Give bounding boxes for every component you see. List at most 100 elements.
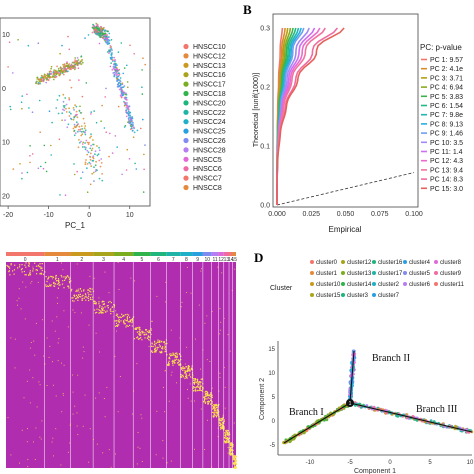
panel-a-point	[39, 131, 41, 133]
panel-a-point	[101, 173, 103, 175]
panel-c-cell-high	[46, 337, 48, 339]
panel-a-point	[78, 125, 81, 128]
panel-a-point	[76, 57, 79, 59]
panel-c-cell-high	[77, 434, 79, 435]
panel-c-cluster-label: 3	[102, 257, 105, 263]
panel-c-cell-high	[45, 285, 47, 288]
panel-c-cell-high	[215, 410, 217, 412]
panel-a-point	[54, 69, 57, 72]
panel-c-cell-high	[220, 428, 222, 430]
panel-c-cell-high	[9, 274, 11, 276]
panel-c-cell-high	[20, 308, 22, 310]
panel-a-point	[123, 104, 126, 107]
panel-c-cell-high	[157, 346, 159, 349]
panel-a-point	[131, 120, 133, 123]
panel-c-cell-high	[136, 463, 138, 465]
panel-c-cell-high	[211, 394, 213, 396]
panel-d-ytick-label: 0	[272, 419, 276, 425]
panel-a-point	[128, 116, 131, 119]
panel-c-cell-high	[172, 362, 174, 365]
panel-c-cell-high	[88, 324, 90, 326]
panel-a-ytick-label: 10	[2, 140, 10, 147]
panel-c-cell-high	[137, 432, 139, 433]
panel-d-ytick-label: 10	[268, 371, 275, 377]
panel-c-cell-high	[25, 274, 27, 276]
panel-a-point	[113, 56, 116, 59]
panel-c-cell-high	[235, 455, 237, 457]
panel-a-point	[67, 123, 70, 126]
panel-a-point	[89, 136, 91, 139]
panel-c-cell-high	[206, 393, 208, 395]
panel-c-cell-high	[57, 302, 58, 304]
panel-a-point	[84, 125, 87, 127]
panel-c-cell-high	[61, 411, 63, 413]
panel-c-cell-high	[54, 330, 56, 332]
panel-d-ytick-label: -5	[270, 443, 276, 449]
panel-d-legend-label: cluster11	[440, 282, 465, 288]
panel-c-cell-high	[178, 359, 180, 361]
panel-a-legend-label: HNSCC5	[193, 157, 222, 164]
panel-a-point	[87, 34, 90, 36]
panel-c-cell-high	[197, 382, 199, 384]
panel-c-cell-high	[187, 397, 189, 399]
panel-c-cell-high	[217, 266, 219, 268]
panel-c-cell-high	[201, 390, 204, 392]
panel-c-cell-high	[25, 266, 27, 268]
panel-c-cell-high	[62, 269, 64, 271]
panel-c-cell-high	[150, 351, 152, 353]
panel-c-cell-high	[215, 415, 218, 418]
panel-c-cell-high	[182, 374, 184, 376]
panel-a-point	[7, 66, 9, 68]
panel-a-point	[124, 125, 127, 127]
panel-a-point	[80, 134, 83, 137]
panel-c-cell-high	[200, 378, 202, 380]
panel-c-cell-high	[175, 355, 177, 358]
panel-c-cell-high	[46, 280, 48, 283]
panel-a-point	[127, 117, 130, 120]
panel-a-point	[129, 111, 131, 114]
panel-c-cell-high	[213, 413, 216, 416]
panel-a-point	[70, 86, 73, 89]
panel-c-cell-high	[94, 301, 96, 303]
panel-c-cell-high	[80, 296, 82, 298]
panel-d-legend-swatch	[341, 282, 345, 286]
panel-c-cell-high	[124, 323, 126, 325]
panel-c-cell-high	[116, 315, 119, 317]
panel-a-point	[45, 81, 47, 84]
panel-c-cluster-label: 7	[172, 257, 175, 263]
panel-d-legend-label: cluster15	[316, 293, 341, 299]
panel-c-cell-high	[98, 312, 100, 314]
panel-a-point	[93, 110, 95, 112]
panel-a-point	[62, 65, 65, 68]
panel-b-xtick-label: 0.100	[405, 211, 423, 218]
panel-c-cell-high	[220, 426, 222, 428]
panel-a-point	[116, 146, 118, 148]
panel-a-point	[67, 70, 69, 73]
panel-a-point	[76, 61, 79, 64]
panel-c-cell-high	[43, 273, 45, 275]
panel-c-cell-high	[76, 263, 78, 265]
panel-c-cell-high	[28, 274, 30, 276]
panel-a-point	[124, 101, 127, 104]
panel-a-point	[117, 82, 120, 84]
panel-c-cell-high	[222, 422, 224, 424]
panel-c-cell-high	[173, 360, 175, 363]
panel-c-cell-high	[71, 288, 73, 290]
panel-c-cell-high	[197, 385, 199, 387]
panel-c-cell-high	[209, 393, 211, 396]
panel-a-point	[116, 77, 118, 80]
panel-a-point	[120, 87, 123, 90]
panel-a-point	[58, 138, 61, 141]
panel-d-point	[405, 416, 409, 420]
panel-c-cell-high	[126, 320, 128, 322]
panel-a-point	[65, 62, 68, 65]
panel-c-cell-high	[59, 284, 61, 286]
panel-a-point	[119, 80, 122, 83]
panel-c-cell-high	[213, 410, 215, 412]
panel-c-cell-high	[186, 346, 188, 348]
panel-a-point	[8, 41, 11, 43]
panel-c-cell-high	[202, 386, 204, 388]
panel-c-cell-high	[187, 367, 189, 369]
panel-c-cell-high	[211, 311, 213, 312]
panel-a-point	[132, 124, 135, 126]
